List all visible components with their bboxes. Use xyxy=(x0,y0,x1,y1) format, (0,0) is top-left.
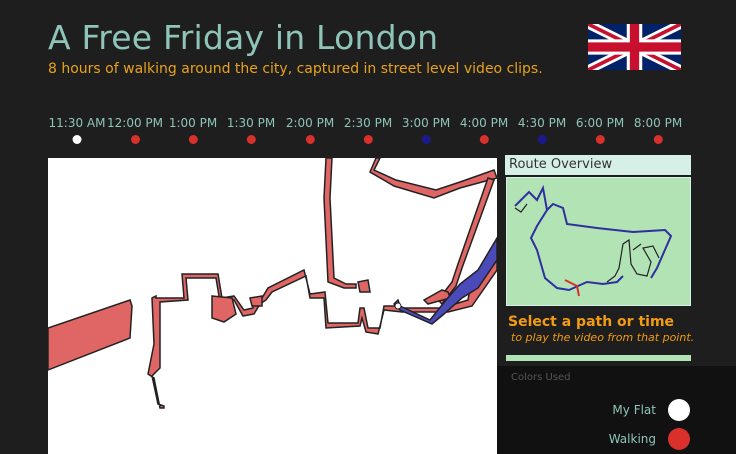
walking-path[interactable] xyxy=(422,289,451,305)
timeline-time: 4:00 PM xyxy=(459,116,509,130)
timeline-item[interactable]: 8:00 PM xyxy=(634,116,682,144)
route-overview-canvas[interactable] xyxy=(507,178,690,305)
timeline-time: 1:30 PM xyxy=(226,116,276,130)
timeline-time: 3:00 PM xyxy=(401,116,451,130)
route-overview: Route Overview xyxy=(505,155,691,306)
timeline-time: 11:30 AM xyxy=(48,116,106,130)
video-progress-bar[interactable] xyxy=(506,355,691,361)
page-subtitle: 8 hours of walking around the city, capt… xyxy=(48,61,543,77)
timeline-item[interactable]: 4:30 PM xyxy=(518,116,566,144)
select-subtitle: to play the video from that point. xyxy=(511,331,695,344)
timeline-time: 2:00 PM xyxy=(285,116,335,130)
walking-path[interactable] xyxy=(249,295,263,307)
overview-transit-path xyxy=(514,184,673,292)
walking-path[interactable] xyxy=(48,299,133,371)
walking-path[interactable] xyxy=(357,279,371,293)
main-map[interactable] xyxy=(48,158,497,454)
legend-item-walking: Walking xyxy=(609,428,690,450)
timeline-dot xyxy=(305,135,315,144)
timeline-time: 4:30 PM xyxy=(517,116,567,130)
legend-red-dot xyxy=(668,428,690,450)
timeline-dot xyxy=(537,135,547,144)
timeline-dot xyxy=(130,135,140,144)
timeline-item[interactable]: 6:00 PM xyxy=(576,116,624,144)
timeline: 11:30 AM 12:00 PM 1:00 PM 1:30 PM 2:00 P… xyxy=(0,116,736,152)
walking-path[interactable] xyxy=(211,295,237,323)
select-title: Select a path or time xyxy=(508,314,675,330)
timeline-item[interactable]: 1:30 PM xyxy=(227,116,275,144)
my-flat-marker[interactable] xyxy=(394,302,402,310)
timeline-item[interactable]: 2:00 PM xyxy=(286,116,334,144)
route-map-canvas[interactable] xyxy=(48,158,497,454)
timeline-dot xyxy=(363,135,373,144)
timeline-item[interactable]: 1:00 PM xyxy=(169,116,217,144)
timeline-item[interactable]: 2:30 PM xyxy=(344,116,392,144)
timeline-dot xyxy=(72,135,82,144)
timeline-dot xyxy=(421,135,431,144)
timeline-item[interactable]: 12:00 PM xyxy=(107,116,163,144)
route-overview-header: Route Overview xyxy=(505,155,691,175)
timeline-dot xyxy=(479,135,489,144)
walking-path[interactable] xyxy=(369,158,497,199)
timeline-dot xyxy=(653,135,663,144)
timeline-item[interactable]: 11:30 AM xyxy=(48,116,106,144)
timeline-time: 12:00 PM xyxy=(107,116,163,130)
overview-walking-path xyxy=(514,203,660,283)
page-title: A Free Friday in London xyxy=(48,18,439,57)
walking-path[interactable] xyxy=(147,244,497,409)
route-overview-map[interactable] xyxy=(506,177,691,306)
legend-title: Colors Used xyxy=(511,372,571,383)
select-instructions: Select a path or time to play the video … xyxy=(505,313,695,363)
timeline-dot xyxy=(246,135,256,144)
timeline-dot xyxy=(188,135,198,144)
overview-walking-path xyxy=(564,279,580,297)
legend-item-my-flat: My Flat xyxy=(612,399,690,421)
walking-path[interactable] xyxy=(323,158,357,289)
legend-label: Walking xyxy=(608,432,656,446)
transit-path[interactable] xyxy=(392,236,497,325)
uk-flag-icon[interactable] xyxy=(588,24,681,70)
timeline-time: 1:00 PM xyxy=(168,116,218,130)
timeline-time: 2:30 PM xyxy=(343,116,393,130)
colors-legend: Colors Used My Flat Walking xyxy=(497,366,736,454)
legend-label: My Flat xyxy=(612,403,656,417)
timeline-item[interactable]: 3:00 PM xyxy=(402,116,450,144)
timeline-time: 8:00 PM xyxy=(633,116,683,130)
timeline-item[interactable]: 4:00 PM xyxy=(460,116,508,144)
timeline-dot xyxy=(595,135,605,144)
legend-white-dot xyxy=(668,399,690,421)
timeline-time: 6:00 PM xyxy=(575,116,625,130)
